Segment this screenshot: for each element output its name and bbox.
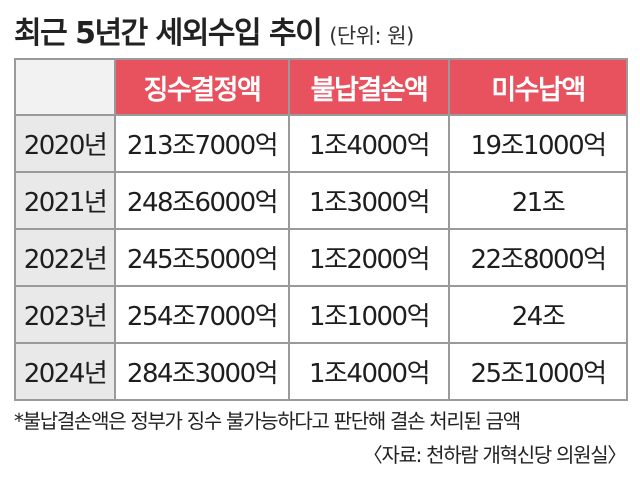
header-row: 징수결정액 불납결손액 미수납액	[14, 58, 628, 116]
collection-cell: 284조3000억	[114, 342, 290, 401]
table-row: 2020년 213조7000억 1조4000억 19조1000억	[14, 114, 628, 173]
uncollected-cell: 21조	[448, 171, 628, 230]
uncollected-cell: 25조1000억	[448, 342, 628, 401]
year-cell: 2020년	[14, 114, 116, 173]
collection-cell: 248조6000억	[114, 171, 290, 230]
year-cell: 2022년	[14, 228, 116, 287]
loss-cell: 1조2000억	[288, 228, 450, 287]
year-cell: 2021년	[14, 171, 116, 230]
page-title: 최근 5년간 세외수입 추이	[14, 16, 323, 51]
collection-cell: 245조5000억	[114, 228, 290, 287]
title-row: 최근 5년간 세외수입 추이 (단위: 원)	[14, 8, 414, 54]
revenue-table: 징수결정액 불납결손액 미수납액 2020년 213조7000억 1조4000억…	[14, 58, 628, 401]
year-cell: 2024년	[14, 342, 116, 401]
collection-cell: 254조7000억	[114, 285, 290, 344]
loss-cell: 1조3000억	[288, 171, 450, 230]
footnote: *불납결손액은 정부가 징수 불가능하다고 판단해 결손 처리된 금액	[14, 409, 521, 433]
header-corner	[14, 58, 116, 116]
year-cell: 2023년	[14, 285, 116, 344]
table-row: 2024년 284조3000억 1조4000억 25조1000억	[14, 342, 628, 401]
collection-cell: 213조7000억	[114, 114, 290, 173]
uncollected-cell: 19조1000억	[448, 114, 628, 173]
header-collection: 징수결정액	[114, 58, 290, 116]
unit-label: (단위: 원)	[329, 24, 414, 48]
uncollected-cell: 24조	[448, 285, 628, 344]
loss-cell: 1조4000억	[288, 342, 450, 401]
table-row: 2023년 254조7000억 1조1000억 24조	[14, 285, 628, 344]
table-row: 2022년 245조5000억 1조2000억 22조8000억	[14, 228, 628, 287]
header-uncollected: 미수납액	[448, 58, 628, 116]
table-row: 2021년 248조6000억 1조3000억 21조	[14, 171, 628, 230]
loss-cell: 1조4000억	[288, 114, 450, 173]
source-credit: 〈자료: 천하람 개혁신당 의원실〉	[362, 443, 628, 467]
uncollected-cell: 22조8000억	[448, 228, 628, 287]
header-loss: 불납결손액	[288, 58, 450, 116]
loss-cell: 1조1000억	[288, 285, 450, 344]
